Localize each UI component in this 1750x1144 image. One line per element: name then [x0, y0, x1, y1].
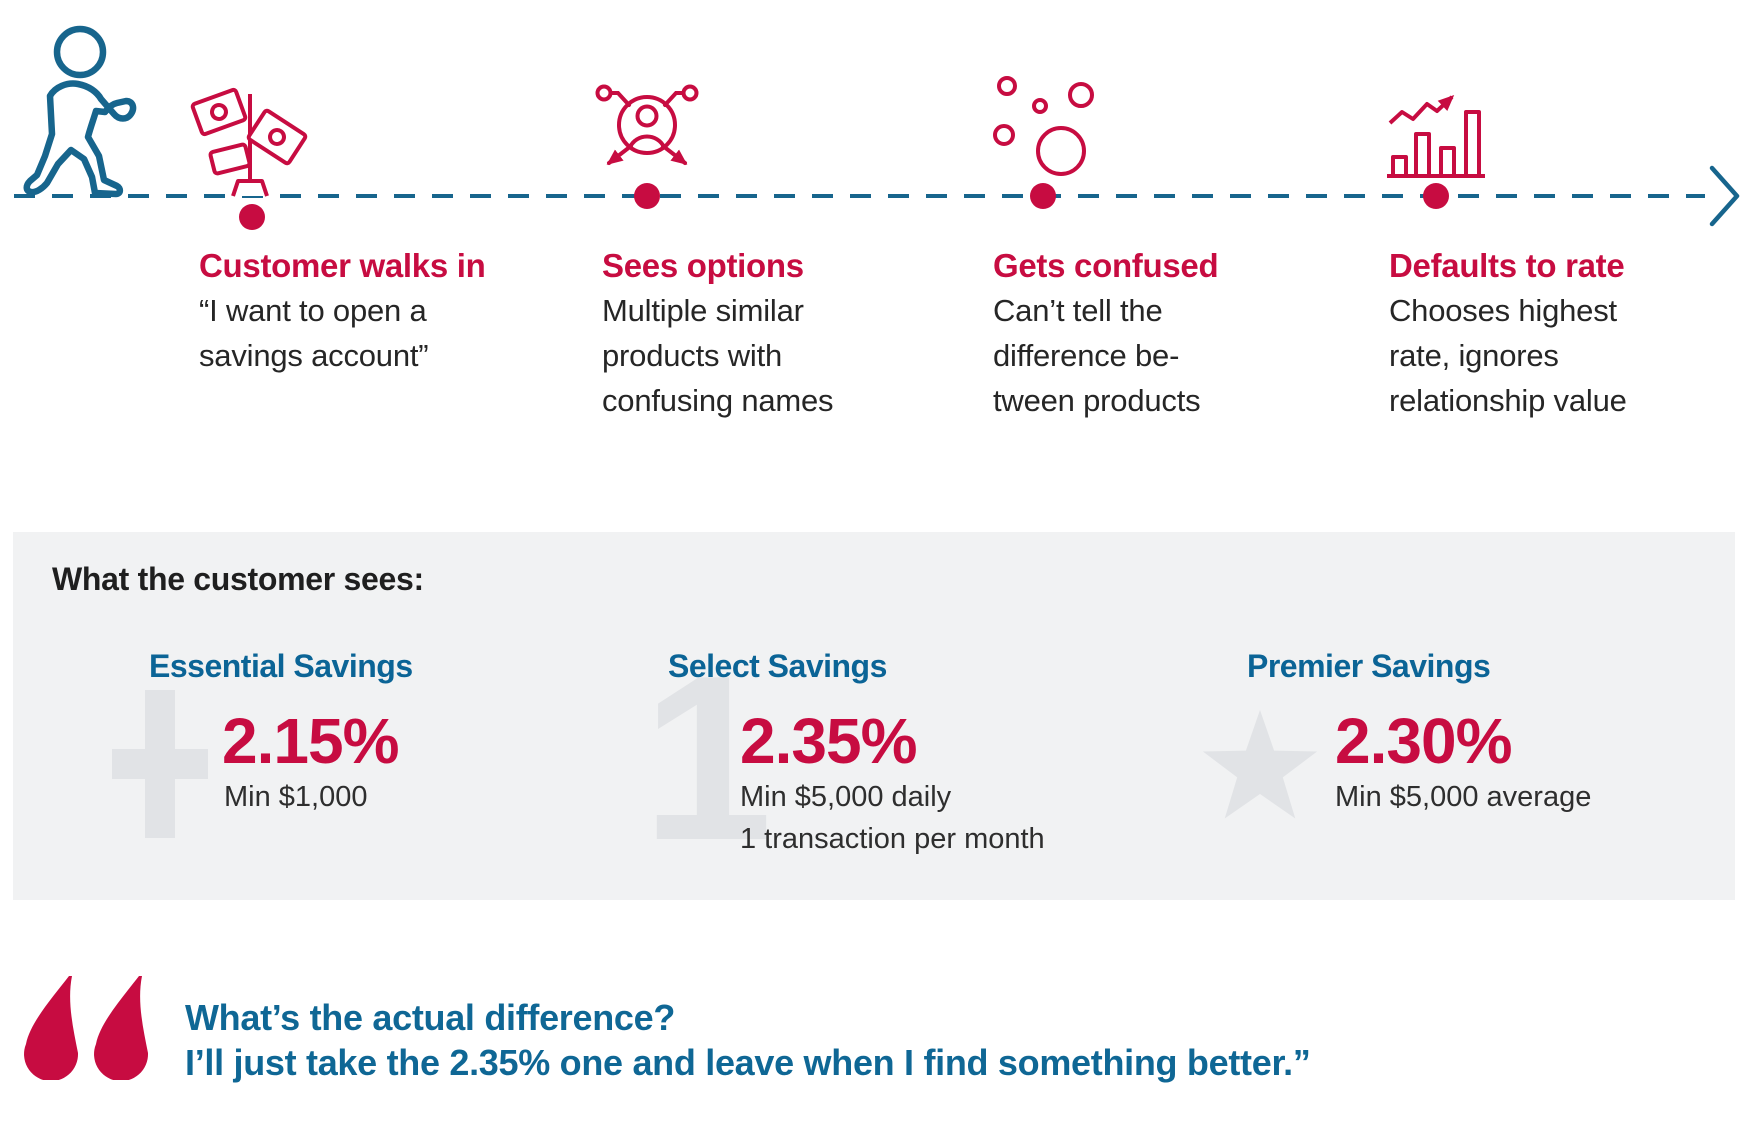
- step-line: difference be-: [993, 338, 1180, 373]
- confusion-bubbles-icon: [993, 76, 1094, 176]
- timeline-dot: [239, 204, 265, 230]
- product-rate: 2.30%: [1335, 705, 1512, 777]
- customer-view-panel: [13, 532, 1735, 900]
- step-line: “I want to open a: [199, 293, 427, 328]
- detail-line: Min $5,000 daily: [740, 781, 952, 813]
- product-name: Essential Savings: [149, 648, 413, 684]
- walking-person-icon: [23, 25, 137, 198]
- step-title: Gets confused: [993, 247, 1219, 284]
- detail-line: Min $1,000: [224, 781, 368, 813]
- timeline-arrow-icon: [1709, 165, 1740, 227]
- plus-watermark-icon: [145, 690, 175, 838]
- timeline-dot: [1030, 183, 1056, 209]
- step-line: relationship value: [1389, 383, 1627, 418]
- journey-step-customer-walks-in: Customer walks in “I want to open a savi…: [199, 246, 529, 378]
- product-name: Select Savings: [668, 648, 887, 684]
- signpost-icon: [190, 87, 308, 197]
- panel-heading: What the customer sees:: [52, 561, 424, 597]
- step-line: Can’t tell the: [993, 293, 1163, 328]
- step-line: tween products: [993, 383, 1201, 418]
- detail-line: Min $5,000 average: [1335, 781, 1592, 813]
- step-line: confusing names: [602, 383, 834, 418]
- step-line: Multiple similar: [602, 293, 804, 328]
- journey-step-defaults-to-rate: Defaults to rate Chooses highest rate, i…: [1389, 246, 1719, 423]
- timeline-dot: [1423, 183, 1449, 209]
- timeline-dots: [239, 183, 1449, 230]
- step-title: Sees options: [602, 247, 804, 284]
- quote-line: What’s the actual difference?: [185, 997, 676, 1038]
- one-watermark-icon: 1: [642, 626, 773, 889]
- step-line: rate, ignores: [1389, 338, 1559, 373]
- step-line: products with: [602, 338, 783, 373]
- product-details: Min $5,000 average: [1335, 776, 1591, 818]
- step-line: Chooses highest: [1389, 293, 1617, 328]
- star-watermark-icon: [1202, 710, 1318, 819]
- journey-step-gets-confused: Gets confused Can’t tell the difference …: [993, 246, 1323, 423]
- journey-step-sees-options: Sees options Multiple similar products w…: [602, 246, 932, 423]
- timeline-dot: [634, 183, 660, 209]
- product-rate: 2.15%: [222, 705, 399, 777]
- step-title: Customer walks in: [199, 247, 486, 284]
- bar-chart-icon: [1387, 94, 1485, 178]
- product-name: Premier Savings: [1247, 648, 1491, 684]
- quote-line: I’ll just take the 2.35% one and leave w…: [185, 1042, 1311, 1083]
- product-rate: 2.35%: [740, 705, 917, 777]
- product-details: Min $1,000: [224, 776, 368, 818]
- quote-mark-icon: [24, 976, 149, 1080]
- step-title: Defaults to rate: [1389, 247, 1625, 284]
- person-options-icon: [595, 84, 699, 165]
- detail-line: 1 transaction per month: [740, 823, 1045, 855]
- step-line: savings account”: [199, 338, 429, 373]
- product-details: Min $5,000 daily 1 transaction per month: [740, 776, 1045, 860]
- journey-timeline-line: [14, 194, 1705, 198]
